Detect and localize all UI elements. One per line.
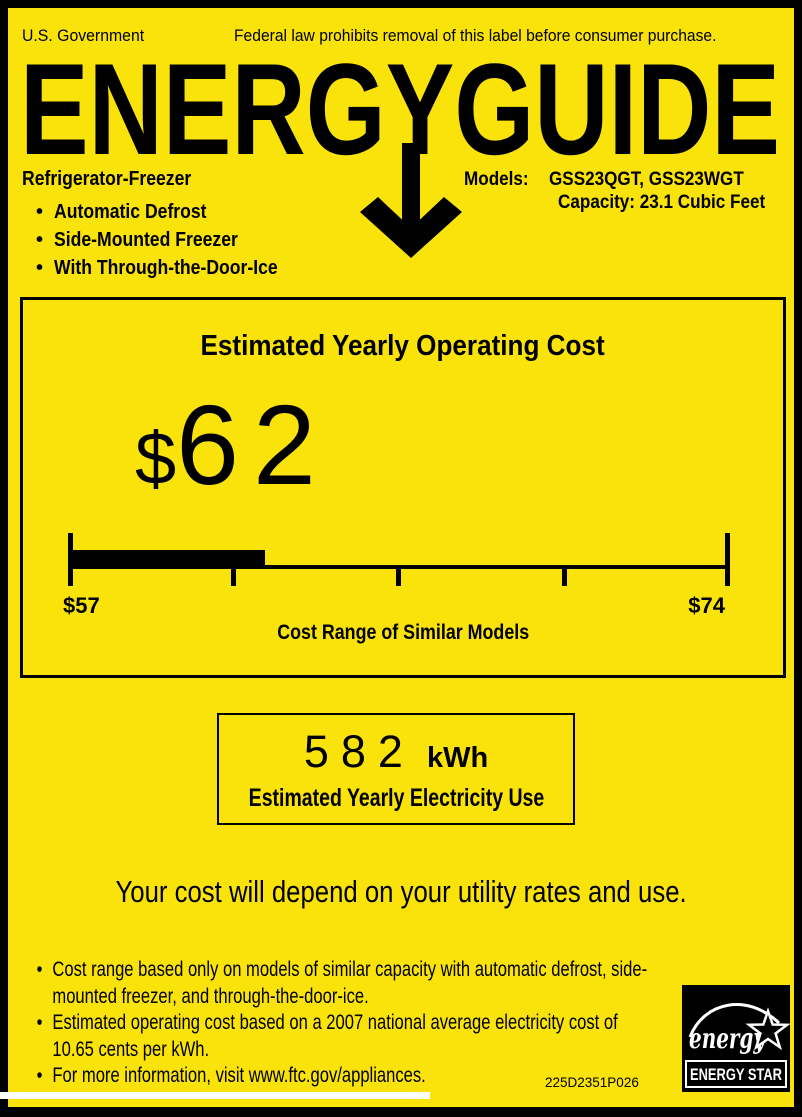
federal-notice-label: Federal law prohibits removal of this la… — [234, 26, 717, 45]
us-government-label: U.S. Government — [22, 26, 145, 45]
product-info: Refrigerator-Freezer Automatic Defrost S… — [22, 168, 308, 282]
energy-star-label: ENERGY STAR — [690, 1065, 782, 1084]
range-max-label: $74 — [688, 593, 725, 618]
feature-list: Automatic Defrost Side-Mounted Freezer W… — [36, 198, 308, 282]
footnote-list: Cost range based only on models of simil… — [35, 957, 651, 1090]
product-type: Refrigerator-Freezer — [22, 168, 192, 190]
models-value: GSS23QGT, GSS23WGT — [548, 169, 744, 190]
kwh-unit: kWh — [426, 741, 489, 774]
cost-range-fill — [70, 550, 265, 565]
models-label: Models: — [463, 169, 529, 190]
cost-range-scale — [68, 533, 730, 589]
energy-star-band — [685, 1060, 787, 1088]
energyguide-title: ENERGYGUIDE — [20, 50, 780, 162]
operating-cost-title-text: Estimated Yearly Operating Cost — [200, 330, 606, 362]
energy-star-star-icon — [745, 1007, 790, 1051]
operating-cost-box: Estimated Yearly Operating Cost $ 62 $57… — [20, 297, 786, 678]
federal-notice-text: Federal law prohibits removal of this la… — [234, 26, 758, 46]
part-number: 225D2351P026 — [545, 1075, 639, 1090]
feature-text: With Through-the-Door-Ice — [54, 257, 278, 279]
scale-tick-threequarter — [561, 565, 567, 586]
feature-text: Side-Mounted Freezer — [54, 229, 238, 251]
cost-amount: 62 — [176, 382, 330, 508]
electricity-use-caption-text: Estimated Yearly Electricity Use — [248, 783, 544, 812]
range-min-label: $57 — [63, 593, 100, 618]
electricity-use-row: 582 kWh — [304, 726, 488, 778]
range-caption: Cost Range of Similar Models — [23, 621, 783, 645]
feature-item: Side-Mounted Freezer — [36, 226, 308, 254]
us-government-text: U.S. Government — [22, 26, 153, 46]
footnotes-section: Cost range based only on models of simil… — [35, 957, 802, 1090]
footnote-item: Cost range based only on models of simil… — [35, 957, 651, 1010]
electricity-use-caption: Estimated Yearly Electricity Use — [207, 784, 586, 813]
model-info: Models: GSS23QGT, GSS23WGT Capacity: 23.… — [464, 168, 765, 214]
scale-tick-quarter — [230, 565, 236, 586]
dollar-sign: $ — [135, 417, 177, 500]
models-row: Models: GSS23QGT, GSS23WGT — [464, 168, 765, 191]
capacity-line: Capacity: 23.1 Cubic Feet — [557, 192, 765, 213]
utility-rates-disclaimer-text: Your cost will depend on your utility ra… — [115, 874, 687, 909]
energyguide-wordmark: ENERGYGUIDE — [20, 50, 780, 162]
range-caption-text: Cost Range of Similar Models — [277, 621, 529, 644]
operating-cost-value: $ 62 — [135, 382, 330, 508]
footnote-item: For more information, visit www.ftc.gov/… — [35, 1063, 651, 1090]
utility-rates-disclaimer: Your cost will depend on your utility ra… — [0, 874, 802, 910]
energy-star-logo: energy ENERGY STAR — [682, 985, 790, 1092]
electricity-use-box: 582 kWh Estimated Yearly Electricity Use — [217, 713, 575, 825]
footnote-item: Estimated operating cost based on a 2007… — [35, 1010, 651, 1063]
operating-cost-title: Estimated Yearly Operating Cost — [23, 330, 783, 363]
down-arrow-icon — [360, 143, 462, 258]
bottom-white-strip — [0, 1092, 430, 1099]
feature-item: Automatic Defrost — [36, 198, 308, 226]
scale-tick-max — [725, 533, 730, 586]
feature-item: With Through-the-Door-Ice — [36, 254, 308, 282]
kwh-value: 582 — [303, 725, 415, 777]
feature-text: Automatic Defrost — [54, 201, 207, 223]
scale-tick-half — [396, 565, 401, 586]
